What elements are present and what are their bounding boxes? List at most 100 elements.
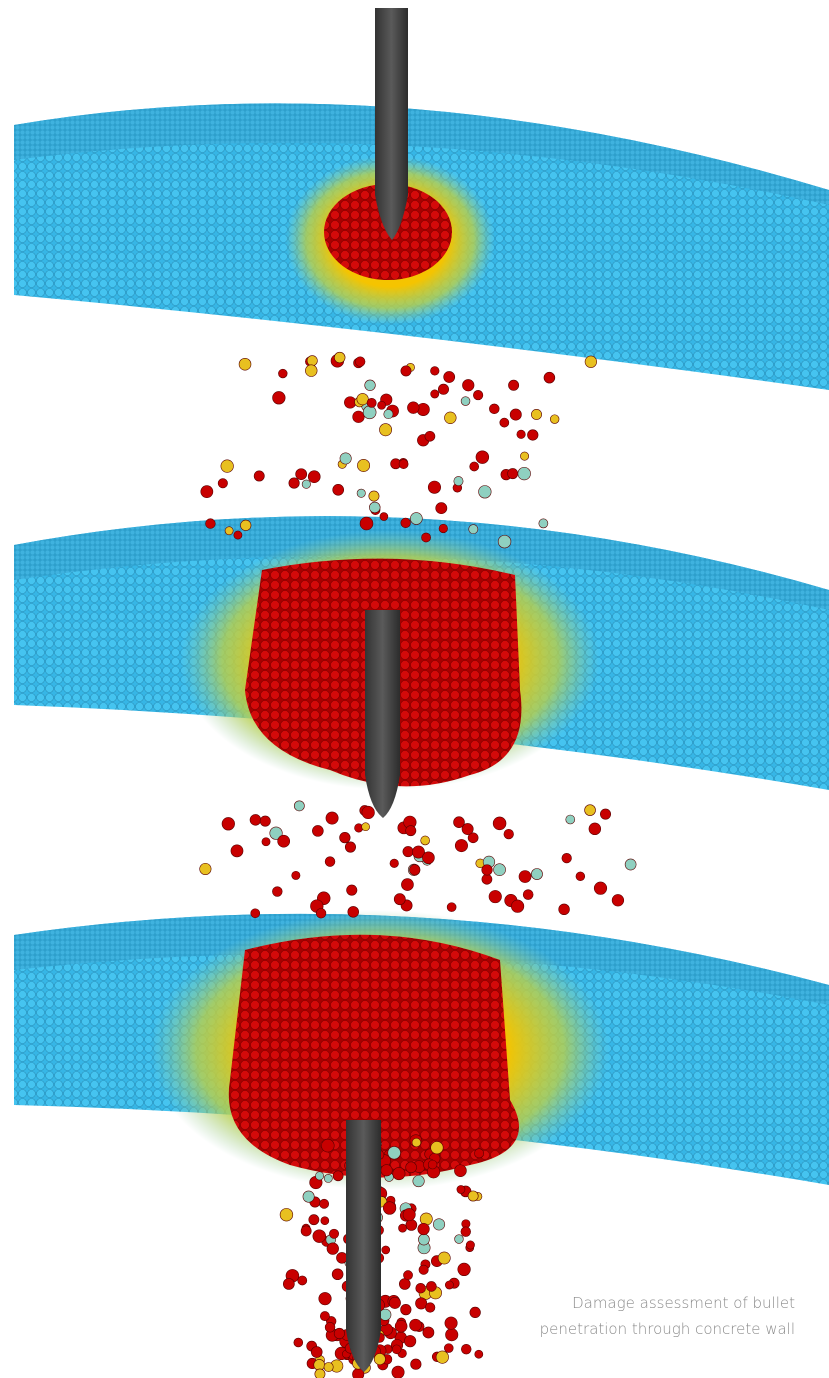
particle — [475, 450, 490, 464]
particle — [282, 1278, 295, 1290]
particle — [412, 845, 425, 859]
particle — [323, 1362, 334, 1372]
particle — [467, 1190, 479, 1202]
particle — [388, 1296, 401, 1309]
particle — [391, 1365, 405, 1378]
particle — [517, 466, 531, 481]
particle — [444, 411, 457, 424]
particle — [415, 1283, 426, 1294]
particle — [410, 1358, 422, 1370]
particle — [454, 1164, 467, 1178]
particle — [481, 873, 493, 885]
particle — [312, 825, 324, 837]
particle — [400, 1304, 412, 1316]
particle — [412, 1175, 425, 1188]
particle — [377, 400, 386, 410]
particle — [418, 1233, 430, 1246]
particle — [356, 488, 366, 498]
particle — [325, 811, 339, 825]
particle — [444, 1343, 454, 1353]
particle — [465, 1240, 475, 1250]
particle — [405, 1161, 417, 1174]
particle — [355, 356, 366, 367]
particle — [549, 414, 560, 424]
particle — [422, 1326, 435, 1339]
particle — [308, 1214, 320, 1226]
particle — [404, 1335, 417, 1348]
particle — [278, 368, 288, 379]
particle — [339, 832, 351, 844]
particle — [454, 1234, 464, 1244]
particle — [473, 390, 484, 401]
particle — [460, 396, 471, 406]
particle — [261, 837, 271, 847]
particle — [240, 519, 252, 531]
particle — [315, 1171, 325, 1181]
particle — [359, 516, 374, 531]
particle — [402, 846, 414, 858]
particle — [199, 862, 212, 875]
particle — [339, 452, 352, 465]
particle — [238, 357, 252, 371]
particle — [433, 1218, 446, 1231]
particle — [379, 423, 393, 437]
particle — [474, 1148, 485, 1159]
particle — [288, 477, 300, 489]
particle — [391, 1344, 402, 1355]
particle — [379, 512, 389, 521]
particle — [403, 1270, 413, 1281]
particle — [437, 1251, 451, 1265]
particle — [588, 822, 602, 836]
particle — [230, 844, 244, 858]
particle — [575, 871, 586, 882]
particle — [531, 868, 543, 880]
particle — [418, 1264, 429, 1275]
particle — [352, 410, 365, 423]
particle — [467, 832, 479, 844]
particle — [469, 1306, 481, 1319]
particle — [205, 518, 216, 529]
particle — [421, 532, 431, 543]
particle — [507, 468, 519, 480]
particle — [453, 816, 465, 828]
particle — [422, 851, 435, 865]
particle — [291, 870, 301, 880]
particle — [443, 371, 456, 383]
particle — [409, 864, 421, 876]
particle — [368, 490, 380, 502]
particle — [250, 908, 261, 919]
particle — [435, 1350, 449, 1364]
particle — [329, 1228, 339, 1239]
particle — [531, 409, 542, 420]
particle — [301, 479, 311, 489]
particle — [565, 814, 576, 825]
particle — [272, 391, 286, 405]
slab — [14, 910, 829, 1190]
particle — [306, 355, 318, 367]
particle — [401, 878, 414, 891]
particle — [393, 893, 406, 906]
particle — [405, 825, 417, 837]
particle — [361, 805, 375, 820]
particle — [364, 379, 376, 391]
particle — [461, 823, 474, 835]
particle — [527, 429, 539, 441]
slab — [14, 103, 829, 391]
particle — [217, 478, 228, 489]
particle — [324, 1322, 336, 1333]
particle — [493, 863, 506, 877]
particle — [461, 1343, 472, 1355]
particle — [438, 523, 448, 534]
particle — [558, 903, 570, 916]
particle — [320, 1216, 330, 1226]
particle — [389, 858, 399, 868]
particle — [315, 908, 327, 919]
particle — [456, 1185, 466, 1194]
particle — [584, 355, 597, 368]
particle — [380, 1164, 393, 1177]
particle — [369, 501, 381, 514]
particle — [356, 393, 369, 406]
caption-line: penetration through concrete wall — [540, 1320, 795, 1338]
particle — [398, 459, 409, 469]
